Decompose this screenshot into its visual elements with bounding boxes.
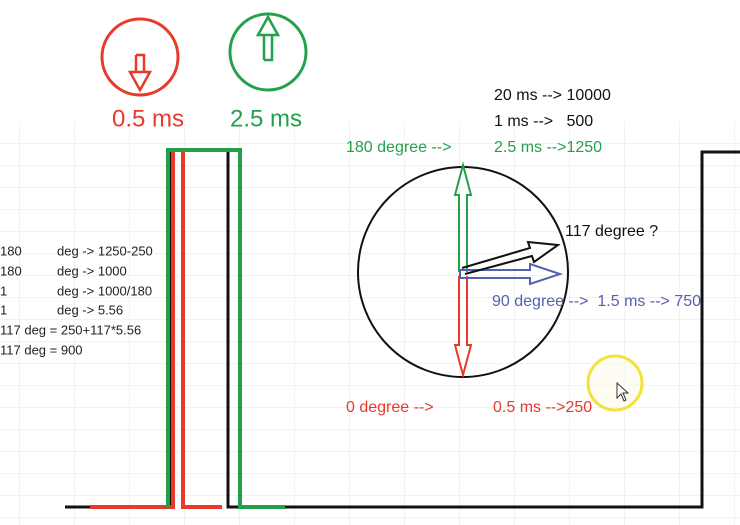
- degree-value: 2.5 ms -->1250: [494, 139, 602, 156]
- max-indicator: [228, 12, 308, 92]
- calculation: 180 deg -> 1250-250 180 deg -> 1000 1 de…: [0, 243, 153, 357]
- middle-label: 90 degree --> 1.5 ms --> 750: [492, 293, 701, 310]
- min-label: 0.5 ms: [112, 105, 184, 132]
- cursor-highlight: [586, 354, 644, 412]
- calc-term: 1: [0, 302, 7, 317]
- degree-label: 180 degree -->: [346, 139, 451, 156]
- grid: [0, 122, 740, 525]
- calc-term: deg -> 5.56: [57, 302, 123, 317]
- question: 117 degree ?: [565, 223, 658, 240]
- calc-term: deg -> 1000/180: [57, 283, 152, 298]
- calc-term: 180: [0, 243, 22, 258]
- calc-term: 117 deg = 900: [0, 342, 83, 357]
- calc-term: 180: [0, 263, 22, 278]
- calc-term: 1: [0, 283, 7, 298]
- min-indicator: [100, 17, 180, 97]
- arrow-0: [453, 276, 473, 379]
- signal-green: [166, 148, 285, 509]
- calc-term: 117 deg = 250+117*5.56: [0, 322, 141, 337]
- calc-term: deg -> 1250-250: [57, 243, 153, 258]
- degree-label: 0 degree -->: [346, 399, 434, 416]
- arrow-180: [453, 161, 473, 272]
- arrow-117: [461, 240, 561, 275]
- degree-value: 0.5 ms -->250: [493, 399, 592, 416]
- cursor: [616, 381, 630, 402]
- max-label: 2.5 ms: [230, 105, 302, 132]
- calc-term: deg -> 1000: [57, 263, 127, 278]
- scale-line: 20 ms --> 10000: [494, 87, 611, 104]
- arrow-90: [459, 262, 564, 286]
- scale-line: 1 ms --> 500: [494, 113, 593, 130]
